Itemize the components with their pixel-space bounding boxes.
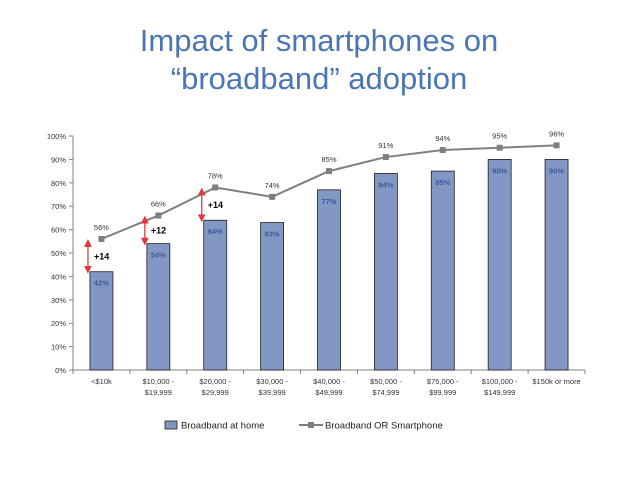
bar-value-label: 42% (94, 279, 109, 288)
x-tick-label: $149,999 (484, 388, 515, 397)
line-point (155, 212, 162, 219)
bar (89, 271, 114, 371)
legend-line-marker (308, 422, 314, 428)
y-tick-label: 50% (51, 249, 66, 258)
line-value-label: 95% (492, 132, 507, 141)
bar (260, 222, 285, 371)
bar-value-label: 54% (151, 251, 166, 260)
x-tick-label: $100,000 - (482, 377, 518, 386)
x-tick-label: $10,000 - (142, 377, 174, 386)
y-tick-label: 20% (51, 319, 66, 328)
diff-label: +14 (208, 200, 223, 210)
y-tick-label: 30% (51, 296, 66, 305)
x-tick-label: $74,999 (372, 388, 399, 397)
bar-value-label: 64% (208, 227, 223, 236)
y-tick-label: 70% (51, 202, 66, 211)
line-point (98, 235, 105, 242)
x-tick-label: $75,000 - (427, 377, 459, 386)
line-point (553, 142, 560, 149)
x-tick-label: $20,000 - (199, 377, 231, 386)
line-value-label: 74% (265, 181, 280, 190)
line-value-label: 94% (435, 134, 450, 143)
x-tick-label: $50,000 - (370, 377, 402, 386)
line-value-label: 96% (549, 129, 564, 138)
x-tick-label: <$10k (91, 377, 112, 386)
x-tick-label: $29,999 (202, 388, 229, 397)
diff-label: +14 (94, 251, 109, 261)
line-point (212, 184, 219, 191)
line-value-label: 85% (321, 155, 336, 164)
line-point (496, 144, 503, 151)
bar (487, 158, 512, 371)
bar (544, 158, 569, 371)
y-tick-label: 60% (51, 226, 66, 235)
bar (203, 219, 228, 371)
bar (373, 173, 398, 371)
line-point (269, 193, 276, 200)
diff-label: +12 (151, 226, 166, 236)
line-point (439, 147, 446, 154)
bar (430, 170, 455, 371)
bar-value-label: 63% (265, 230, 280, 239)
y-tick-label: 80% (51, 179, 66, 188)
line-value-label: 78% (208, 171, 223, 180)
x-tick-label: $40,000 - (313, 377, 345, 386)
line-point (382, 154, 389, 161)
bar (317, 189, 341, 371)
title-line-1: Impact of smartphones on (139, 23, 499, 58)
line-value-label: 91% (378, 141, 393, 150)
legend: Broadband at home Broadband OR Smartphone (164, 420, 443, 432)
line-point (326, 168, 332, 175)
bar (146, 243, 171, 371)
bar-value-label: 85% (435, 178, 450, 187)
bar-value-label: 90% (549, 166, 564, 175)
y-tick-label: 90% (51, 155, 66, 164)
legend-line-label: Broadband OR Smartphone (325, 421, 443, 432)
x-tick-label: $39,999 (259, 388, 286, 397)
x-tick-label: $99,999 (429, 388, 456, 397)
bar-value-label: 77% (321, 197, 336, 206)
y-tick-label: 0% (55, 366, 66, 375)
y-tick-label: 40% (51, 272, 66, 281)
y-tick-label: 100% (47, 132, 67, 141)
title-line-2: “broadband” adoption (170, 61, 468, 96)
x-tick-label: $49,999 (315, 388, 342, 397)
bar-value-label: 84% (378, 180, 393, 189)
page-title: Impact of smartphones on “broadband” ado… (0, 22, 638, 98)
x-tick-label: $30,000 - (256, 377, 288, 386)
legend-bar-swatch (164, 420, 178, 430)
line-value-label: 66% (151, 200, 166, 209)
x-tick-label: $19,999 (145, 388, 172, 397)
legend-bar-label: Broadband at home (181, 421, 264, 432)
bar-value-label: 90% (492, 166, 507, 175)
line-value-label: 56% (94, 223, 109, 232)
y-tick-label: 10% (51, 343, 66, 352)
x-tick-label: $150k or more (532, 377, 580, 386)
